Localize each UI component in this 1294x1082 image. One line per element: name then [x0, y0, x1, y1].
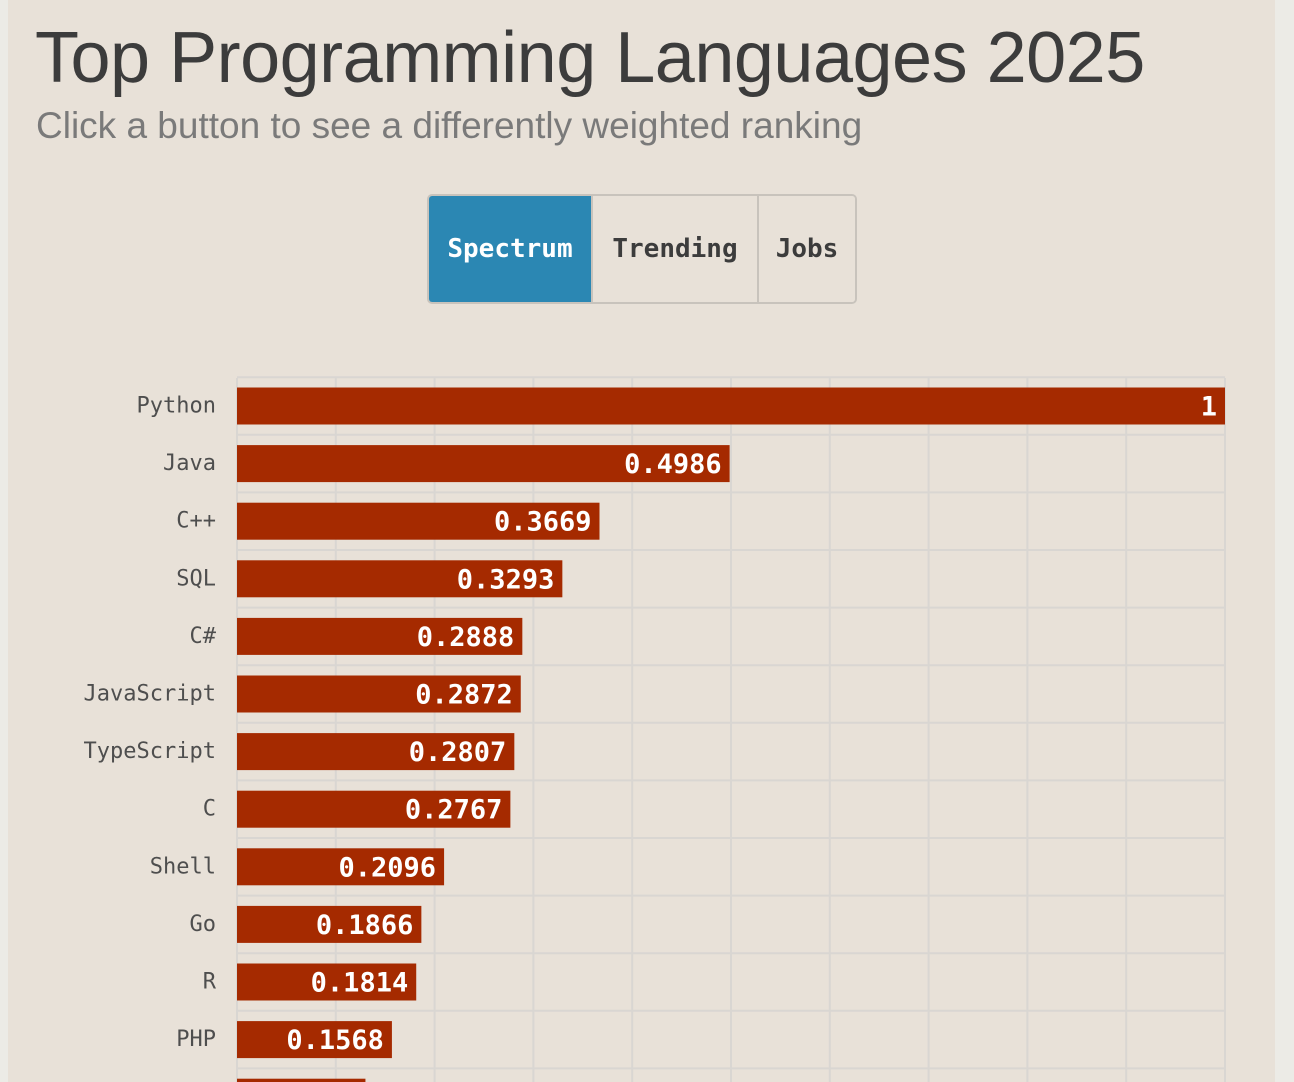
bar-java	[237, 445, 730, 483]
jobs-button[interactable]: Jobs	[759, 196, 855, 302]
category-label: C++	[176, 509, 216, 534]
bar-javascript	[237, 675, 521, 713]
value-label: 0.4986	[624, 449, 722, 480]
page-subtitle: Click a button to see a differently weig…	[36, 105, 863, 146]
category-label: Python	[137, 394, 216, 419]
value-label: 0.3293	[457, 564, 555, 595]
bar-shell	[237, 848, 445, 886]
bar-c-	[237, 617, 523, 655]
bar-r	[237, 963, 417, 1001]
category-label: C	[203, 797, 216, 822]
value-label: 0.1814	[311, 968, 409, 999]
bar-typescript	[237, 733, 515, 771]
category-label: Go	[190, 912, 217, 937]
category-label: SQL	[176, 566, 216, 591]
bar-partial	[237, 1078, 366, 1082]
bar-c-	[237, 502, 600, 540]
value-label: 0.3669	[494, 507, 592, 538]
category-label: TypeScript	[84, 739, 216, 764]
category-label: JavaScript	[84, 682, 216, 707]
category-label: Shell	[150, 854, 216, 879]
bar-python	[237, 387, 1225, 425]
value-label: 0.2807	[409, 737, 507, 768]
category-label: C#	[190, 624, 217, 649]
category-label: PHP	[176, 1027, 216, 1052]
value-label: 0.2888	[417, 622, 515, 653]
ranking-button-group: Spectrum Trending Jobs	[427, 194, 857, 304]
value-label: 0.1568	[286, 1025, 384, 1056]
value-label: 1	[1201, 392, 1217, 423]
spectrum-button[interactable]: Spectrum	[429, 196, 593, 302]
category-label: Java	[163, 451, 216, 476]
category-label: R	[203, 970, 217, 995]
value-label: 0.2872	[415, 680, 513, 711]
bar-go	[237, 905, 422, 943]
ranking-bar-chart: Python 1 Java 0.4986 C++ 0.3669 SQL 0.3293 C# 0.2…	[84, 376, 1226, 1082]
value-label: 0.1866	[316, 910, 414, 941]
bar-c	[237, 790, 511, 828]
bar-sql	[237, 560, 563, 598]
trending-button[interactable]: Trending	[593, 196, 759, 302]
value-label: 0.2767	[405, 795, 503, 826]
page-panel: Top Programming Languages 2025 Click a b…	[8, 0, 1275, 1082]
value-label: 0.2096	[339, 852, 437, 883]
page-title: Top Programming Languages 2025	[35, 18, 1145, 98]
bar-php	[237, 1021, 392, 1059]
